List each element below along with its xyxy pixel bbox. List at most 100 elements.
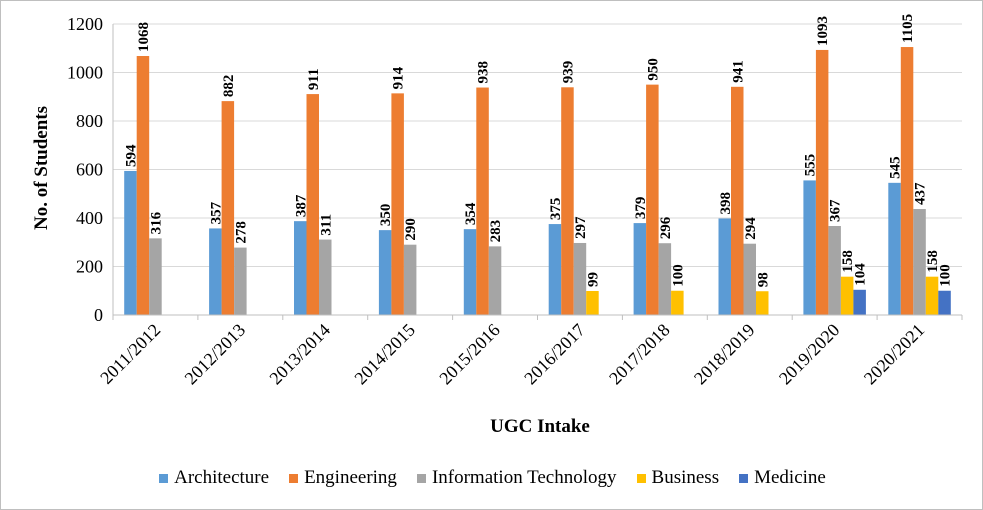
x-tick-label: 2014/2015	[350, 320, 419, 389]
data-label: 939	[560, 61, 576, 84]
legend-item-business: Business	[636, 467, 720, 489]
bar-information-technology	[319, 239, 332, 315]
y-tick-label: 400	[76, 208, 103, 228]
bar-engineering	[815, 49, 829, 315]
bar-information-technology	[234, 247, 247, 315]
bar-information-technology	[403, 244, 417, 315]
data-label: 290	[403, 218, 419, 241]
x-tick-label: 2012/2013	[181, 320, 250, 389]
data-label: 379	[633, 197, 649, 220]
legend-item-information-technology: Information Technology	[416, 467, 617, 489]
legend-label: Engineering	[304, 467, 397, 488]
bar-architecture	[548, 224, 562, 315]
y-tick-label: 600	[76, 160, 103, 180]
bar-engineering	[646, 84, 659, 315]
x-tick-label: 2013/2014	[265, 320, 334, 389]
bar-engineering	[476, 87, 489, 315]
data-label: 545	[888, 156, 904, 179]
data-label: 911	[306, 68, 322, 90]
data-label: 387	[293, 194, 309, 217]
bar-business	[840, 276, 854, 315]
data-label: 398	[718, 192, 734, 215]
y-tick-label: 0	[94, 305, 103, 325]
data-label: 311	[318, 214, 334, 236]
legend-label: Medicine	[754, 467, 826, 488]
y-tick-label: 800	[76, 111, 103, 131]
x-tick-label: 2020/2021	[860, 320, 929, 389]
bar-information-technology	[658, 243, 672, 315]
gridlines	[113, 23, 962, 316]
data-label: 555	[803, 154, 819, 177]
data-label: 594	[123, 144, 139, 167]
data-label: 1068	[136, 22, 152, 52]
bar-architecture	[378, 230, 392, 315]
bar-business	[925, 276, 939, 315]
data-label: 914	[391, 66, 407, 89]
bar-information-technology	[573, 242, 587, 315]
y-tick-label: 1200	[67, 14, 103, 34]
bar-engineering	[391, 93, 404, 315]
data-label: 437	[913, 182, 929, 205]
y-axis-title: No. of Students	[31, 106, 52, 230]
data-label: 938	[476, 61, 492, 84]
data-label: 98	[755, 272, 771, 287]
data-label: 283	[488, 220, 504, 243]
legend-swatch	[636, 473, 646, 483]
bar-engineering	[221, 101, 235, 316]
data-label: 296	[658, 216, 674, 239]
bar-business	[586, 290, 599, 315]
data-label: 297	[573, 216, 589, 239]
legend: Architecture Engineering Information Techn…	[1, 467, 983, 489]
data-labels: 594 1068 316 357 882 278 387 911 311 350 914 290 354…	[123, 14, 953, 287]
x-tick-label: 2017/2018	[605, 320, 674, 389]
data-label: 294	[743, 217, 759, 240]
data-label: 350	[378, 204, 394, 227]
data-label: 375	[548, 198, 564, 221]
x-tick-label: 2016/2017	[520, 320, 589, 389]
legend-item-medicine: Medicine	[739, 467, 826, 489]
legend-item-architecture: Architecture	[159, 467, 269, 489]
bar-business	[756, 291, 769, 315]
data-label: 354	[463, 202, 479, 225]
bar-chart: 594 1068 316 357 882 278 387 911 311 350 914 290 354…	[31, 14, 963, 437]
bar-medicine	[938, 290, 951, 315]
bar-architecture	[209, 228, 222, 315]
x-tick-label: 2018/2019	[690, 320, 759, 389]
data-label: 99	[585, 272, 601, 287]
data-label: 357	[208, 201, 224, 224]
bar-architecture	[463, 229, 477, 315]
bar-information-technology	[743, 243, 756, 315]
bar-medicine	[853, 289, 866, 315]
bar-architecture	[803, 180, 816, 315]
legend-swatch	[416, 473, 426, 483]
bar-engineering	[306, 94, 319, 316]
x-tick-label: 2011/2012	[96, 320, 164, 388]
bar-engineering	[900, 47, 914, 315]
y-tick-label: 200	[76, 257, 103, 277]
legend-label: Business	[651, 467, 720, 488]
data-label: 950	[645, 58, 661, 81]
data-label: 158	[840, 250, 856, 273]
data-label: 882	[221, 75, 237, 98]
bar-information-technology	[488, 246, 502, 315]
bar-engineering	[731, 86, 744, 316]
data-label: 278	[233, 221, 249, 244]
data-label: 104	[853, 263, 869, 286]
bar-architecture	[124, 170, 137, 315]
data-label: 316	[148, 211, 164, 234]
data-label: 1105	[900, 14, 916, 43]
x-axis-title: UGC Intake	[490, 416, 590, 437]
data-label: 941	[730, 60, 746, 83]
data-label: 100	[670, 264, 686, 287]
legend-swatch	[289, 473, 299, 483]
bar-information-technology	[828, 226, 841, 315]
data-label: 100	[938, 264, 954, 287]
bars	[124, 47, 951, 316]
data-label: 1093	[815, 16, 831, 46]
y-tick-label: 1000	[67, 63, 103, 83]
data-label: 367	[828, 199, 844, 222]
legend-label: Information Technology	[431, 467, 617, 488]
bar-engineering	[561, 87, 574, 315]
bar-information-technology	[149, 238, 162, 315]
bar-architecture	[888, 182, 901, 315]
